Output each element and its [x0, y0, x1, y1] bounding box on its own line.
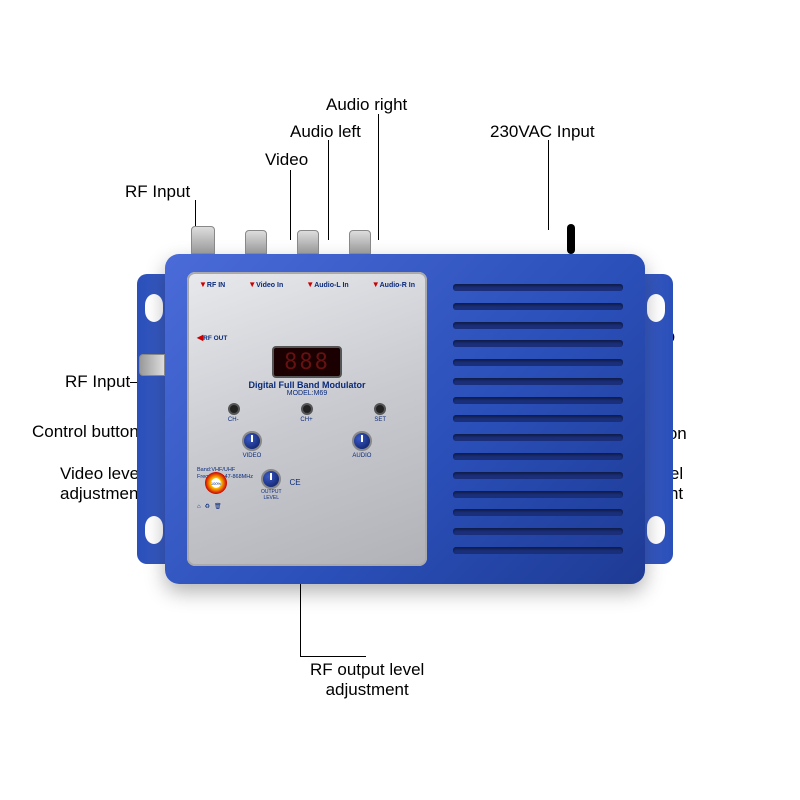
vent-grille — [453, 284, 623, 554]
led-display: 888 — [272, 346, 342, 378]
video-in-port[interactable] — [245, 230, 267, 254]
leader-line — [300, 656, 366, 657]
audio-knob[interactable] — [352, 431, 372, 451]
btn-label: SET — [374, 417, 386, 423]
output-label: OUTPUT LEVEL — [261, 489, 282, 501]
ce-mark: CE — [290, 478, 301, 487]
ch-minus-button[interactable] — [228, 403, 240, 415]
button-row — [197, 403, 417, 415]
device-title: Digital Full Band Modulator — [197, 380, 417, 390]
ch-plus-button[interactable] — [301, 403, 313, 415]
rf-out-label: ◀RF OUT — [197, 333, 417, 342]
top-ports — [191, 230, 371, 258]
power-cable — [567, 224, 575, 254]
knob-label: AUDIO — [352, 453, 371, 459]
label-video: Video — [265, 150, 308, 170]
compliance-icons: ⌂ ♻ 🗑 — [197, 503, 417, 510]
device-model: MODEL:M69 — [197, 390, 417, 397]
label-rf-output: RF output level adjustment — [310, 660, 424, 701]
knob-label: VIDEO — [243, 453, 262, 459]
output-level-knob[interactable] — [261, 469, 281, 489]
audio-l-port[interactable] — [297, 230, 319, 254]
label-rf-input-side: RF Input — [65, 372, 130, 392]
weee-icon: 🗑 — [214, 503, 222, 510]
rf-out-port[interactable] — [139, 354, 165, 376]
leader-line — [548, 140, 549, 230]
label-vac-input: 230VAC Input — [490, 122, 595, 142]
port-labels-row: ▼RF IN ▼Video In ▼Audio-L In ▼Audio-R In — [197, 280, 417, 291]
label-audio-left: Audio left — [290, 122, 361, 142]
label-rf-input-top: RF Input — [125, 182, 190, 202]
label-control-button: Control button — [32, 422, 139, 442]
control-panel: ▼RF IN ▼Video In ▼Audio-L In ▼Audio-R In… — [187, 272, 427, 566]
btn-label: CH+ — [300, 417, 312, 423]
video-knob[interactable] — [242, 431, 262, 451]
leader-line — [328, 140, 329, 240]
device-body: ▼RF IN ▼Video In ▼Audio-L In ▼Audio-R In… — [165, 254, 645, 584]
label-video-level: Video level adjustment — [60, 464, 143, 505]
rf-in-port[interactable] — [191, 226, 215, 254]
house-icon: ⌂ — [197, 504, 201, 510]
device: ▼RF IN ▼Video In ▼Audio-L In ▼Audio-R In… — [165, 254, 645, 584]
recycle-icon: ♻ — [205, 503, 210, 510]
leader-line — [378, 114, 379, 240]
label-audio-right: Audio right — [326, 95, 407, 115]
btn-label: CH- — [228, 417, 239, 423]
warranty-badge: 100% — [205, 472, 227, 494]
audio-r-port[interactable] — [349, 230, 371, 254]
set-button[interactable] — [374, 403, 386, 415]
